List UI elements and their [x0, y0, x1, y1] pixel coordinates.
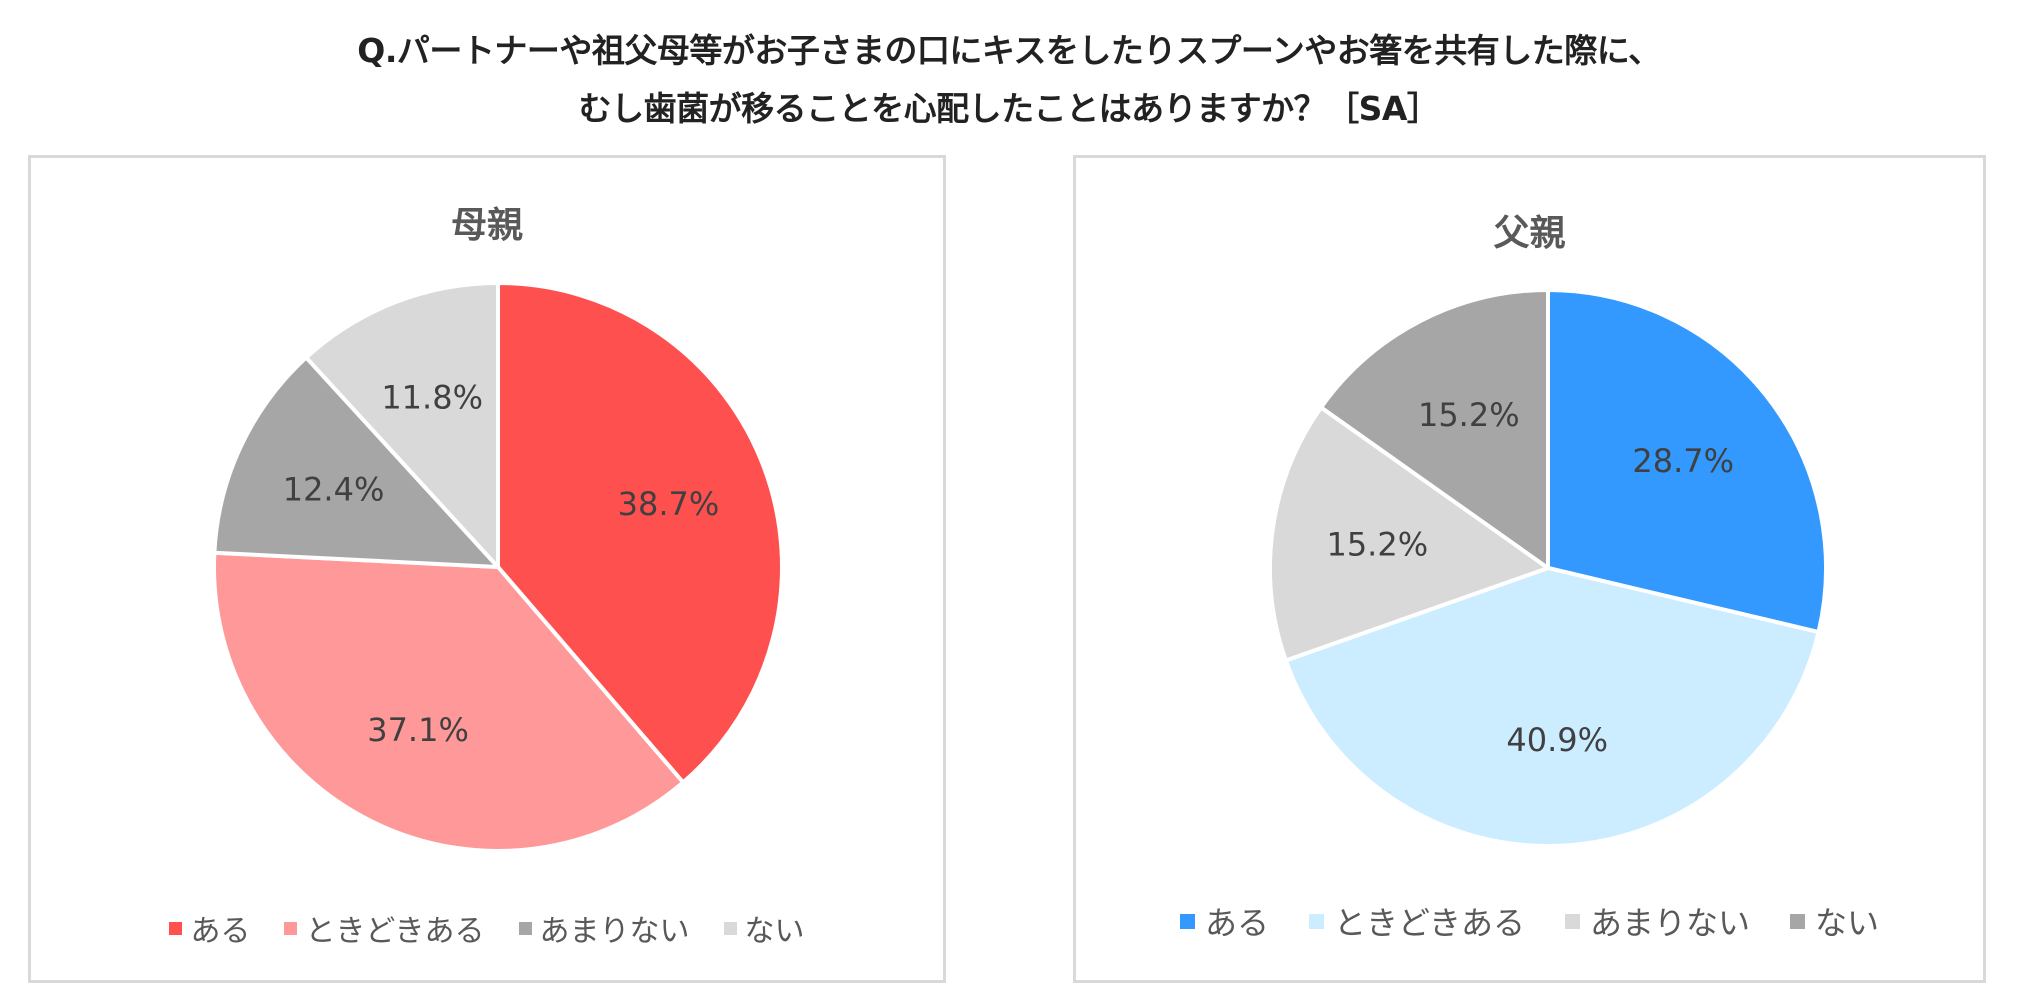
chart-title: 母親	[450, 205, 523, 246]
legend-label: ある	[190, 914, 251, 949]
data-label-amari-nai: 15.2%	[1326, 525, 1428, 563]
legend-swatch	[1565, 913, 1581, 929]
pie-slice-aru	[1546, 288, 1828, 635]
legend-item-tokidoki-aru: ときどきある	[284, 906, 485, 950]
pie-slice-aru	[496, 281, 784, 785]
pie-chart-mother: 38.7% 37.1% 12.4% 11.8%	[212, 281, 784, 853]
data-label-aru: 38.7%	[618, 485, 720, 523]
survey-question: Q.パートナーや祖父母等がお子さまの口にキスをしたりスプーンやお箸を共有した際に…	[0, 22, 2018, 138]
question-line-2: むし歯菌が移ることを心配したことはありますか？［SA］	[578, 89, 1440, 128]
chart-title: 父親	[1493, 213, 1566, 254]
legend-swatch	[284, 921, 298, 935]
legend-swatch	[1308, 913, 1324, 929]
legend-label: あまりない	[539, 914, 690, 949]
data-label-nai: 15.2%	[1418, 396, 1520, 434]
legend-item-amari-nai: あまりない	[518, 906, 690, 950]
legend-item-nai: ない	[1790, 898, 1879, 944]
legend-label: ときどきある	[305, 914, 485, 949]
question-line-1: Q.パートナーや祖父母等がお子さまの口にキスをしたりスプーンやお箸を共有した際に…	[357, 31, 1661, 70]
legend-label: ない	[1815, 904, 1880, 942]
chart-legend: ある ときどきある あまりない ない	[1076, 898, 1983, 944]
legend-item-nai: ない	[723, 906, 805, 950]
pie-slice-amari-nai	[1268, 405, 1550, 663]
legend-swatch	[723, 921, 737, 935]
pie-slice-amari-nai	[212, 355, 500, 569]
data-label-aru: 28.7%	[1632, 442, 1734, 480]
chart-panel-mother: 母親 38.7% 37.1% 12.4% 11.8% ある ときどきある あまりない ない	[28, 155, 946, 983]
data-label-nai: 11.8%	[381, 379, 483, 417]
chart-legend: ある ときどきある あまりない ない	[31, 906, 943, 950]
legend-item-aru: ある	[169, 906, 250, 950]
legend-swatch	[518, 921, 532, 935]
pie-slice-nai	[1319, 288, 1550, 570]
legend-label: ときどきある	[1333, 904, 1526, 942]
legend-swatch	[1179, 913, 1195, 929]
data-label-amari-nai: 12.4%	[283, 471, 385, 509]
pie-chart-father: 28.7% 40.9% 15.2% 15.2%	[1268, 288, 1828, 848]
data-label-tokidoki-aru: 40.9%	[1506, 721, 1608, 759]
pie-slice-tokidoki-aru	[212, 550, 686, 853]
pie-slice-tokidoki-aru	[1283, 566, 1821, 848]
legend-swatch	[169, 921, 183, 935]
legend-item-aru: ある	[1179, 898, 1269, 944]
chart-panel-father: 父親 28.7% 40.9% 15.2% 15.2% ある ときどきある あまりない ない	[1073, 155, 1986, 983]
legend-swatch	[1790, 913, 1806, 929]
data-label-tokidoki-aru: 37.1%	[367, 711, 469, 749]
legend-item-tokidoki-aru: ときどきある	[1308, 898, 1526, 944]
pie-slice-nai	[304, 281, 500, 569]
legend-label: あまりない	[1590, 904, 1751, 942]
legend-item-amari-nai: あまりない	[1565, 898, 1750, 944]
legend-label: ある	[1204, 904, 1269, 942]
legend-label: ない	[744, 914, 805, 949]
